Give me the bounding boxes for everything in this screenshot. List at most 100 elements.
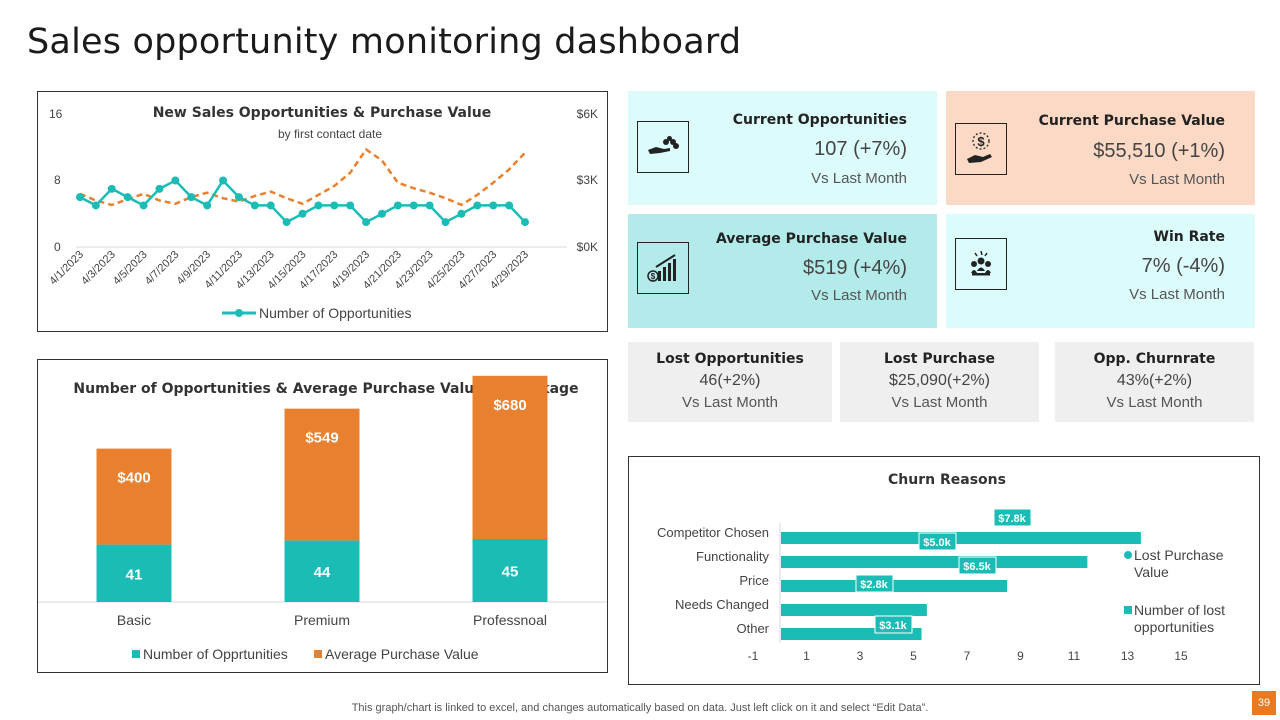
kpi-label: Average Purchase Value: [715, 231, 907, 247]
kpi-sub: Vs Last Month: [811, 287, 907, 304]
kpi-current-purchase-value[interactable]: $ Current Purchase Value $55,510 (+1%) V…: [946, 91, 1255, 205]
kpi-value: $25,090(+2%): [889, 372, 990, 389]
opportunities-point: [155, 184, 164, 193]
bar-data-label: $400: [117, 470, 150, 487]
y-left-tick: 0: [54, 240, 61, 254]
x-tick-label: 7: [964, 649, 971, 663]
bar-purchase-value[interactable]: [284, 408, 360, 541]
bar-lost-opportunities[interactable]: [781, 580, 1008, 592]
lost-value-label: $5.0k: [923, 537, 951, 549]
y-right-tick: $3K: [577, 173, 598, 187]
kpi-value: 43%(+2%): [1116, 372, 1193, 389]
kpi-opp-churnrate[interactable]: Opp. Churnrate 43%(+2%) Vs Last Month: [1055, 342, 1254, 422]
line-legend-label: Number of Opportunities: [259, 305, 412, 321]
line-chart-panel[interactable]: New Sales Opportunities & Purchase Value…: [37, 91, 608, 332]
bar-purchase-value[interactable]: [96, 448, 172, 545]
x-tick-label: 4/1/2023: [47, 249, 86, 288]
bar-legend-label: Number of Opprtunities: [143, 646, 288, 662]
opportunities-point: [473, 201, 482, 210]
opportunities-point: [489, 201, 498, 210]
kpi-current-opportunities[interactable]: Current Opportunities 107 (+7%) Vs Last …: [628, 91, 937, 205]
opportunities-point: [314, 201, 323, 210]
kpi-label: Current Purchase Value: [1038, 113, 1225, 129]
opportunities-point: [377, 209, 386, 218]
bar-opportunities[interactable]: [472, 539, 548, 602]
package-chart-panel[interactable]: Number of Opportunities & Average Purcha…: [37, 359, 608, 673]
bar-opportunities[interactable]: [284, 540, 360, 602]
opportunities-point: [330, 201, 339, 210]
package-chart-title: Number of Opportunities & Average Purcha…: [73, 381, 578, 397]
bar-data-label: $680: [493, 397, 526, 414]
legend-marker: [235, 309, 243, 317]
kpi-lost-opportunities[interactable]: Lost Opportunities 46(+2%) Vs Last Month: [628, 342, 832, 422]
opportunities-point: [409, 201, 418, 210]
category-label: Price: [739, 573, 769, 588]
kpi-label: Win Rate: [1153, 229, 1226, 245]
y-left-tick: 16: [49, 107, 63, 121]
lost-value-callout: [958, 556, 997, 575]
y-right-tick: $0K: [577, 240, 598, 254]
x-tick-label: 11: [1068, 649, 1081, 663]
footer-note: This graph/chart is linked to excel, and…: [351, 702, 929, 714]
opportunities-point: [187, 193, 196, 202]
opportunities-point: [362, 218, 371, 227]
opportunities-point: [266, 201, 275, 210]
bar-lost-opportunities[interactable]: [781, 556, 1088, 568]
opportunities-point: [107, 184, 116, 193]
kpi-label: Lost Opportunities: [656, 351, 804, 367]
bar-lost-opportunities[interactable]: [781, 604, 927, 616]
churn-chart-title: Churn Reasons: [888, 472, 1006, 488]
category-label: Functionality: [696, 549, 769, 564]
opportunities-point: [219, 176, 228, 185]
churn-legend-label: Number of lost opportunities: [1134, 602, 1225, 635]
x-tick-label: 3: [857, 649, 864, 663]
category-label: Other: [736, 621, 769, 636]
x-tick-label: -1: [748, 649, 759, 663]
kpi-win-rate[interactable]: Win Rate 7% (-4%) Vs Last Month: [946, 214, 1255, 328]
x-tick-label: 4/5/2023: [111, 249, 150, 288]
bar-purchase-value[interactable]: [472, 375, 548, 539]
opportunities-point: [441, 218, 450, 227]
lost-value-callout: [855, 574, 894, 593]
lost-value-callout: [918, 532, 957, 551]
bar-data-label: 41: [126, 566, 143, 583]
kpi-label: Current Opportunities: [732, 112, 907, 128]
svg-text:$: $: [651, 272, 656, 281]
kpi-sub: Vs Last Month: [1129, 286, 1225, 303]
legend-marker-lost-purchase: [1124, 551, 1132, 559]
kpi-average-purchase-value[interactable]: $ Average Purchase Value $519 (+4%) Vs L…: [628, 214, 937, 328]
purchase-value-series-line: [79, 147, 526, 207]
opportunities-point: [123, 193, 132, 202]
kpi-sub: Vs Last Month: [1129, 171, 1225, 188]
line-chart-subtitle: by first contact date: [278, 127, 382, 141]
kpi-value: 46(+2%): [699, 372, 761, 389]
x-tick-label: 9: [1017, 649, 1024, 663]
category-label: Professnoal: [473, 612, 547, 628]
lost-value-label: $2.8k: [860, 579, 888, 591]
line-chart: New Sales Opportunities & Purchase Value…: [47, 105, 598, 321]
opportunities-point: [282, 218, 291, 227]
opportunities-point: [250, 201, 259, 210]
kpi-value: $55,510 (+1%): [1093, 140, 1225, 162]
bar-data-label: $549: [305, 430, 338, 447]
bar-lost-opportunities[interactable]: [781, 532, 1141, 544]
y-left-tick: 8: [54, 173, 61, 187]
growth-chart-icon: $: [637, 242, 689, 294]
opportunities-point: [521, 218, 529, 227]
opportunities-point: [457, 209, 466, 218]
kpi-label: Lost Purchase: [883, 351, 996, 367]
kpi-sub: Vs Last Month: [811, 170, 907, 187]
opportunities-point: [298, 209, 307, 218]
bar-data-label: 45: [502, 564, 519, 581]
opportunities-point: [76, 193, 84, 202]
kpi-lost-purchase[interactable]: Lost Purchase $25,090(+2%) Vs Last Month: [840, 342, 1039, 422]
churn-bar-chart: Churn Reasons Competitor Chosen $7.8k Func…: [657, 472, 1225, 663]
bar-opportunities[interactable]: [96, 544, 172, 602]
lost-value-label: $3.1k: [879, 620, 907, 632]
y-right-tick: $6K: [577, 107, 598, 121]
x-tick-label: 15: [1174, 649, 1188, 663]
trophy-team-icon: [955, 238, 1007, 290]
legend-swatch-opportunities: [132, 650, 140, 658]
legend-swatch-lost-opps: [1124, 606, 1132, 614]
churn-chart-panel[interactable]: Churn Reasons Competitor Chosen $7.8k Func…: [628, 456, 1260, 685]
